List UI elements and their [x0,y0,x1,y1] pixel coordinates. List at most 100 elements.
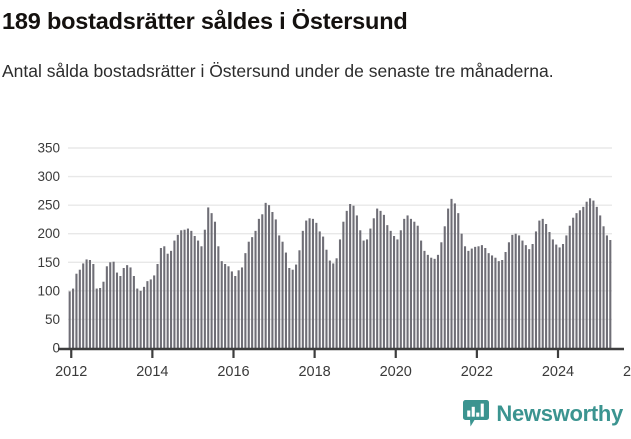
bar[interactable] [284,252,287,348]
bar[interactable] [190,230,193,348]
bar[interactable] [251,237,254,348]
bar[interactable] [180,230,183,348]
bar[interactable] [561,244,565,348]
bar[interactable] [247,241,250,348]
bar[interactable] [474,246,477,348]
bar[interactable] [274,219,277,348]
bar[interactable] [409,218,412,348]
bar[interactable] [68,291,71,348]
bar[interactable] [359,230,362,348]
bar[interactable] [376,208,379,348]
bar[interactable] [426,254,429,348]
bar[interactable] [325,249,328,348]
bar[interactable] [463,246,467,348]
bar[interactable] [240,267,244,348]
bar[interactable] [257,218,260,348]
bar[interactable] [217,246,220,348]
bar[interactable] [183,229,186,348]
bar[interactable] [605,235,608,348]
bar[interactable] [487,253,490,348]
bar[interactable] [129,267,132,348]
bar[interactable] [88,260,92,348]
bar[interactable] [210,213,213,348]
bar[interactable] [602,226,605,348]
bar[interactable] [261,214,264,348]
bar[interactable] [85,259,88,348]
bar[interactable] [119,276,122,348]
bar[interactable] [545,224,548,348]
bar[interactable] [132,276,135,348]
bar[interactable] [457,213,460,348]
bar[interactable] [173,240,176,348]
bar[interactable] [109,262,112,348]
bar[interactable] [338,239,342,348]
bar[interactable] [484,248,487,348]
bar[interactable] [230,271,233,348]
bar[interactable] [311,218,315,348]
bar[interactable] [122,268,125,348]
bar[interactable] [352,205,355,348]
bar[interactable] [99,288,102,348]
bar[interactable] [507,242,510,348]
bar[interactable] [534,231,538,348]
bar[interactable] [497,261,500,348]
bar[interactable] [295,264,298,348]
bar[interactable] [447,208,450,348]
bar[interactable] [467,250,470,348]
bar[interactable] [268,205,271,348]
bar[interactable] [186,228,189,348]
bar[interactable] [234,276,237,348]
bar[interactable] [538,220,541,348]
bar[interactable] [501,260,504,348]
bar[interactable] [443,226,446,348]
bar[interactable] [322,236,325,348]
bar[interactable] [531,244,534,348]
bar[interactable] [588,198,592,348]
bar[interactable] [491,255,494,348]
bar[interactable] [524,245,527,348]
bar[interactable] [460,233,463,348]
bar[interactable] [548,232,551,348]
bar[interactable] [521,240,524,348]
bar[interactable] [105,266,108,348]
bar[interactable] [477,246,480,348]
bar[interactable] [575,213,578,348]
bar[interactable] [362,240,365,348]
bar[interactable] [95,288,98,348]
bar[interactable] [518,235,521,348]
bar[interactable] [237,270,240,348]
bar[interactable] [541,218,544,348]
bar[interactable] [609,240,612,348]
bar[interactable] [440,242,443,348]
bar[interactable] [342,221,345,348]
bar[interactable] [315,222,318,348]
bar[interactable] [112,261,115,348]
bar[interactable] [146,281,149,348]
bar[interactable] [264,202,267,348]
bar[interactable] [142,286,146,348]
bar[interactable] [420,240,423,348]
bar[interactable] [149,279,152,348]
bar[interactable] [332,263,335,348]
bar[interactable] [423,250,426,348]
bar[interactable] [386,225,389,348]
bar[interactable] [278,235,281,348]
bar[interactable] [78,269,81,348]
bar[interactable] [514,233,517,348]
bar[interactable] [582,206,585,348]
bar[interactable] [349,204,352,348]
bar[interactable] [578,210,581,348]
bar[interactable] [244,253,247,348]
bar[interactable] [453,203,456,348]
bar[interactable] [126,265,129,348]
bar[interactable] [406,215,409,348]
bar[interactable] [345,210,348,348]
bar[interactable] [92,264,95,348]
newsworthy-logo[interactable]: Newsworthy [463,400,623,427]
bar[interactable] [170,250,173,348]
bar[interactable] [72,288,75,348]
bar[interactable] [572,217,575,348]
bar[interactable] [379,210,382,348]
bar[interactable] [82,263,85,348]
bar[interactable] [595,206,598,348]
